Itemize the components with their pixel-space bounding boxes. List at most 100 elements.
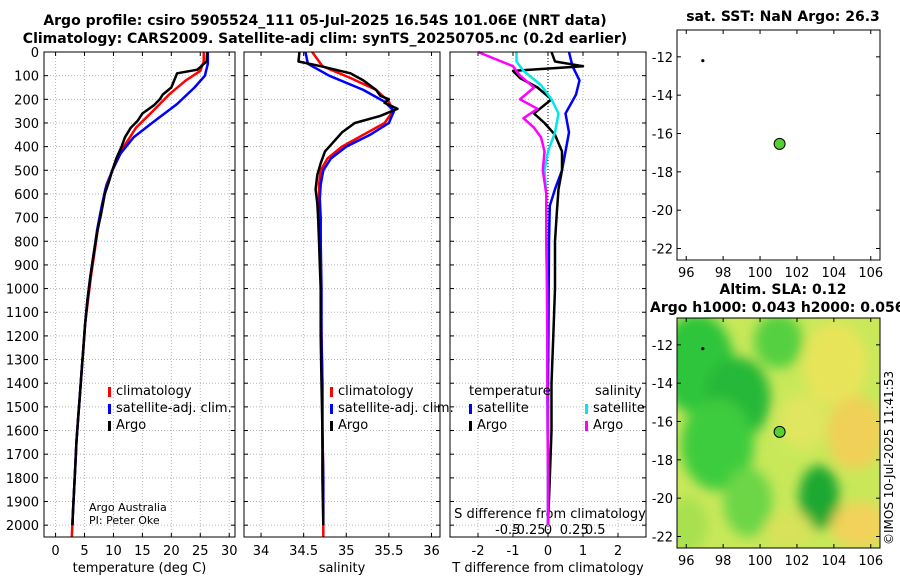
x-tick-label: 15: [134, 544, 151, 559]
sla-blob: [798, 465, 840, 530]
x-tick-label: 35: [338, 544, 355, 559]
map-frame: [676, 317, 881, 549]
salinity-diff-legend: salinity satellite Argo: [585, 383, 645, 434]
y-tick-label: -14: [652, 89, 673, 104]
legend-item-climatology: climatology: [330, 383, 454, 400]
x-tick-label: 102: [785, 554, 810, 569]
timestamp-stamp: ©IMOS 10-Jul-2025 11:41:53: [882, 370, 896, 545]
salinity-tick-label: 0: [544, 523, 552, 538]
x-tick-label: 10: [105, 544, 122, 559]
y-tick-label: -20: [652, 204, 673, 219]
legend-item-s-argo: Argo: [585, 417, 645, 434]
legend-item-t-satellite: satellite: [469, 400, 551, 417]
y-tick-label: 1700: [6, 448, 39, 463]
salinity-tick-label: -0.25: [512, 523, 546, 538]
y-tick-label: 800: [14, 235, 39, 250]
x-tick-label: -2: [472, 544, 485, 559]
y-tick-label: 1500: [6, 401, 39, 416]
x-tick-label: 30: [221, 544, 238, 559]
sla-blob: [827, 396, 880, 470]
x-tick-label: 96: [678, 554, 695, 569]
salinity-legend: climatology satellite-adj. clim. Argo: [330, 383, 454, 434]
x-tick-label: -1: [507, 544, 520, 559]
y-tick-label: 1400: [6, 377, 39, 392]
temperature-diff-legend: temperature satellite Argo: [469, 383, 551, 434]
legend-marker: [585, 420, 588, 431]
series-line-t-argo: [511, 51, 585, 526]
x-tick-label: 96: [678, 266, 695, 281]
sla-blob: [764, 511, 814, 548]
x-tick-label: 5: [80, 544, 88, 559]
sla-blob: [802, 322, 868, 406]
y-tick-label: 2000: [6, 519, 39, 534]
x-tick-label: 100: [748, 554, 773, 569]
y-tick-label: -12: [652, 339, 673, 354]
y-tick-label: -18: [652, 166, 673, 181]
x-tick-label: 98: [715, 266, 732, 281]
argo-position-marker: [773, 137, 786, 150]
sst-map-title: sat. SST: NaN Argo: 26.3: [686, 9, 880, 25]
credits: Argo Australia PI: Peter Oke: [89, 501, 167, 527]
profile-legend: climatology satellite-adj. clim. Argo: [108, 383, 232, 434]
y-tick-label: -22: [652, 531, 673, 546]
legend-item-t-argo: Argo: [469, 417, 551, 434]
legend-marker: [108, 403, 111, 414]
legend-marker: [469, 403, 472, 414]
salinity-tick-label: 0.25: [560, 523, 589, 538]
x-tick-label: 2: [614, 544, 622, 559]
map-frame: [676, 29, 881, 261]
y-tick-label: 500: [14, 164, 39, 179]
credit-pi: PI: Peter Oke: [89, 514, 160, 527]
legend-marker: [330, 403, 333, 414]
y-tick-label: 400: [14, 141, 39, 156]
y-tick-label: 700: [14, 212, 39, 227]
x-axis-label: salinity: [319, 561, 366, 576]
sla-map-subtitle: Argo h1000: 0.043 h2000: 0.056: [650, 300, 900, 316]
x-tick-label: 34: [253, 544, 270, 559]
series-line-argo: [297, 51, 399, 526]
y-tick-label: -20: [652, 492, 673, 507]
y-tick-label: -18: [652, 454, 673, 469]
series-line-climatology: [70, 52, 205, 538]
sla-blob: [831, 502, 880, 548]
x-tick-label: 106: [858, 554, 883, 569]
x-tick-label: 34.5: [289, 544, 318, 559]
x-tick-label: 102: [785, 266, 810, 281]
x-tick-label: 20: [163, 544, 180, 559]
axes-frame: [43, 51, 236, 538]
legend-marker: [108, 420, 111, 431]
argo-position-marker: [773, 425, 786, 438]
y-tick-label: 1600: [6, 425, 39, 440]
legend-item-argo: Argo: [330, 417, 454, 434]
axes-frame: [243, 51, 441, 538]
credit-org: Argo Australia: [89, 501, 167, 514]
legend-marker: [585, 403, 588, 414]
y-tick-label: 200: [14, 93, 39, 108]
axes-frame: [449, 51, 647, 538]
x-tick-label: 1: [579, 544, 587, 559]
sla-blob: [723, 467, 773, 537]
x-tick-label: 100: [748, 266, 773, 281]
y-tick-label: 1300: [6, 354, 39, 369]
series-line-s-argo: [477, 50, 550, 526]
sla-blobs: [677, 318, 880, 548]
x-axis-label: temperature (deg C): [73, 561, 207, 576]
x-tick-label: 104: [821, 554, 846, 569]
sla-blob: [778, 393, 828, 450]
legend-item-satellite: satellite-adj. clim.: [330, 400, 454, 417]
y-tick-label: -12: [652, 51, 673, 66]
legend-marker: [330, 420, 333, 431]
salinity-axis-label: S difference from climatology: [454, 507, 646, 522]
y-tick-label: 600: [14, 188, 39, 203]
x-tick-label: 106: [858, 266, 883, 281]
x-tick-label: 0: [544, 544, 552, 559]
y-tick-label: -16: [652, 128, 673, 143]
sla-blob: [681, 398, 755, 491]
y-tick-label: 1200: [6, 330, 39, 345]
y-tick-label: -14: [652, 377, 673, 392]
y-tick-label: 300: [14, 117, 39, 132]
y-tick-label: -22: [652, 243, 673, 258]
y-tick-label: 1000: [6, 283, 39, 298]
y-tick-label: 1800: [6, 472, 39, 487]
main-title: Argo profile: csiro 5905524_111 05-Jul-2…: [43, 13, 607, 29]
